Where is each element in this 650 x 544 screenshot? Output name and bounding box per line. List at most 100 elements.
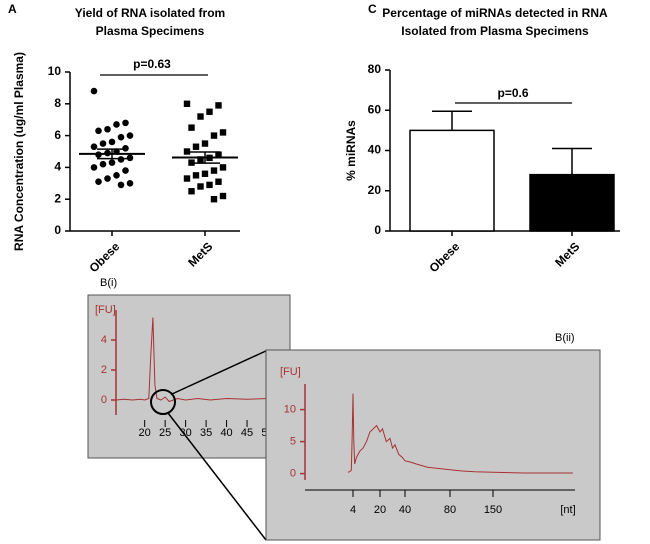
y-tick-label: 0 — [101, 394, 107, 406]
point — [117, 156, 125, 163]
point — [104, 125, 111, 133]
point — [183, 100, 191, 107]
y-tick-label: 8 — [54, 96, 61, 110]
bar — [529, 173, 615, 232]
point — [183, 148, 191, 155]
point — [113, 121, 120, 128]
panel-label: A — [8, 2, 17, 16]
point — [99, 140, 107, 147]
point — [215, 178, 222, 185]
x-axis-label: [nt] — [560, 504, 575, 516]
point — [201, 170, 209, 177]
point — [201, 140, 209, 147]
point — [206, 108, 213, 115]
bar — [409, 129, 495, 232]
point — [117, 133, 125, 141]
point — [197, 183, 204, 190]
y-tick-label: 20 — [368, 183, 382, 197]
panel-label: B(i) — [100, 277, 117, 289]
zoom-circle — [150, 389, 176, 415]
point — [215, 151, 222, 158]
point — [90, 87, 98, 95]
point — [197, 156, 204, 163]
b-i-box — [87, 294, 291, 459]
y-tick-label: 80 — [368, 62, 382, 76]
point — [215, 102, 222, 109]
point — [206, 181, 213, 189]
y-axis-label: [FU] — [280, 366, 301, 378]
point — [122, 145, 129, 152]
chart-title: Yield of RNA isolated from — [75, 6, 225, 20]
point — [210, 167, 218, 174]
y-tick-label: 2 — [54, 191, 61, 205]
point — [95, 178, 102, 186]
y-tick-label: 40 — [368, 143, 382, 157]
point — [126, 154, 134, 162]
x-tick-label: 20 — [374, 504, 386, 516]
x-tick-label: 45 — [241, 427, 253, 439]
panel-a: A Yield of RNA isolated from Plasma Specim… — [8, 2, 240, 275]
point — [219, 164, 227, 171]
panel-b-i: B(i)[FU]02420253035404550 — [87, 277, 291, 459]
x-tick-label: 40 — [220, 427, 232, 439]
y-axis-label: % miRNAs — [344, 120, 358, 181]
x-tick-label: 80 — [444, 504, 456, 516]
point — [113, 172, 120, 179]
trace — [115, 317, 288, 403]
y-tick-label: 5 — [290, 436, 296, 448]
point — [126, 180, 134, 187]
x-tick-label: 4 — [350, 504, 356, 516]
point — [108, 159, 116, 166]
panel-label: B(ii) — [555, 332, 575, 344]
y-tick-label: 10 — [48, 64, 62, 78]
point — [188, 188, 195, 195]
y-tick-label: 0 — [54, 223, 61, 237]
point — [90, 164, 98, 171]
point — [219, 192, 227, 200]
panel-label: C — [368, 2, 377, 16]
y-tick-label: 0 — [374, 223, 381, 237]
point — [108, 138, 116, 146]
panel-b-ii: B(ii) [FU] 0 5 10 4 20 40 80 150 [nt] — [265, 332, 601, 541]
point — [183, 175, 191, 182]
chart-title: Plasma Specimens — [96, 24, 205, 38]
panel-c: C Percentage of miRNAs detected in RNA Iso… — [344, 2, 620, 275]
x-tick-label: 40 — [399, 504, 411, 516]
point — [99, 160, 107, 168]
x-tick-label: 30 — [179, 427, 191, 439]
zoom-line — [167, 412, 267, 541]
point — [192, 172, 200, 179]
x-tick-label: 20 — [139, 427, 151, 439]
point — [122, 119, 129, 127]
x-tick-label: MetS — [185, 239, 215, 269]
y-axis-label: RNA Concentration (ug/ml Plasma) — [12, 52, 26, 251]
x-tick-label: 25 — [159, 427, 171, 439]
chart-title: Isolated from Plasma Specimens — [401, 24, 589, 38]
x-tick-label: MetS — [552, 239, 582, 269]
point — [122, 167, 129, 174]
point — [90, 143, 98, 151]
x-tick-label: Obese — [87, 239, 123, 275]
x-tick-label: 35 — [200, 427, 212, 439]
x-tick-label: Obese — [427, 239, 463, 275]
point — [219, 129, 227, 136]
point — [192, 143, 200, 150]
y-axis-label: [FU] — [95, 304, 116, 316]
b-ii-box — [265, 349, 601, 541]
zoom-callout — [150, 349, 269, 541]
point — [95, 127, 102, 135]
point — [210, 132, 218, 139]
zoom-line — [171, 349, 269, 395]
x-tick-label: 150 — [484, 504, 502, 516]
point — [126, 132, 134, 139]
trace — [347, 393, 573, 474]
y-tick-label: 4 — [54, 160, 61, 174]
chart-title: Percentage of miRNAs detected in RNA — [382, 6, 608, 20]
point — [210, 196, 218, 203]
y-tick-label: 2 — [101, 364, 107, 376]
y-tick-label: 4 — [101, 334, 107, 346]
y-tick-label: 60 — [368, 102, 382, 116]
point — [104, 175, 111, 182]
annotation: p=0.6 — [497, 86, 528, 100]
